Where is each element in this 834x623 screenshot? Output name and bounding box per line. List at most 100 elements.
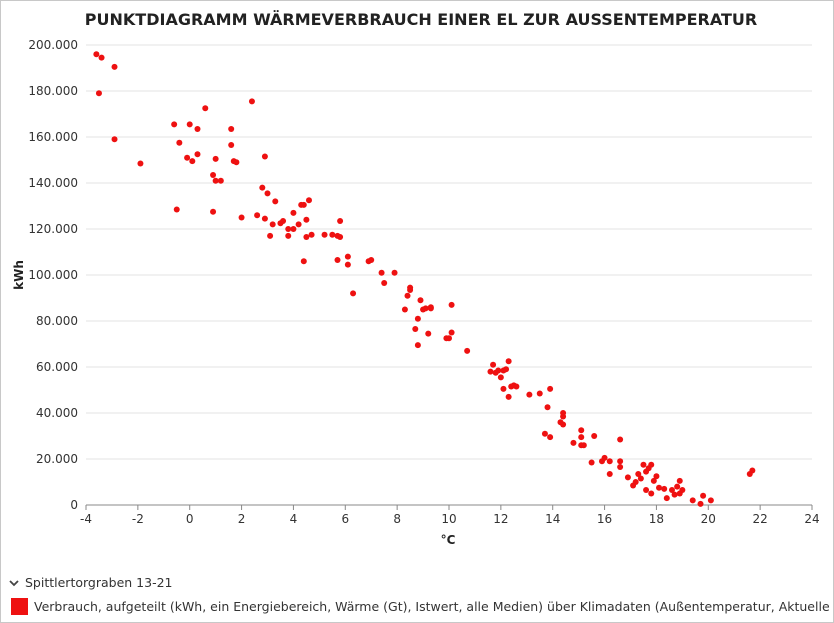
data-point[interactable] xyxy=(707,497,714,504)
data-point[interactable] xyxy=(228,125,235,132)
data-point[interactable] xyxy=(526,391,533,398)
data-point[interactable] xyxy=(591,433,598,439)
data-point[interactable] xyxy=(570,439,577,446)
data-point[interactable] xyxy=(417,297,424,304)
data-point[interactable] xyxy=(98,54,105,61)
data-point[interactable] xyxy=(210,208,217,215)
data-point[interactable] xyxy=(500,385,507,392)
data-point[interactable] xyxy=(194,151,201,158)
data-point[interactable] xyxy=(186,121,193,128)
data-point[interactable] xyxy=(176,139,183,146)
data-point[interactable] xyxy=(407,286,414,293)
data-point[interactable] xyxy=(228,142,235,149)
data-point[interactable] xyxy=(194,125,201,132)
data-point[interactable] xyxy=(617,464,624,471)
data-point[interactable] xyxy=(210,171,217,178)
data-point[interactable] xyxy=(300,258,307,265)
data-point[interactable] xyxy=(261,215,268,222)
data-point[interactable] xyxy=(290,209,297,216)
data-point[interactable] xyxy=(422,305,429,312)
data-point[interactable] xyxy=(267,232,274,239)
data-point[interactable] xyxy=(448,301,455,308)
data-point[interactable] xyxy=(285,226,292,232)
data-point[interactable] xyxy=(487,368,494,375)
data-point[interactable] xyxy=(578,434,585,441)
data-point[interactable] xyxy=(308,231,315,238)
data-point[interactable] xyxy=(624,474,631,481)
data-point[interactable] xyxy=(547,385,554,392)
data-point[interactable] xyxy=(661,485,668,492)
data-point[interactable] xyxy=(648,461,655,468)
data-point[interactable] xyxy=(497,374,504,381)
data-point[interactable] xyxy=(560,421,567,428)
data-point[interactable] xyxy=(344,253,351,260)
data-point[interactable] xyxy=(93,51,100,58)
data-point[interactable] xyxy=(674,483,681,490)
data-point[interactable] xyxy=(412,326,419,333)
data-point[interactable] xyxy=(321,231,328,238)
data-point[interactable] xyxy=(635,470,642,477)
data-point[interactable] xyxy=(679,487,686,494)
data-point[interactable] xyxy=(606,470,613,477)
data-point[interactable] xyxy=(606,458,613,465)
data-point[interactable] xyxy=(425,330,432,337)
data-point[interactable] xyxy=(401,306,408,313)
data-point[interactable] xyxy=(254,212,261,219)
data-point[interactable] xyxy=(261,153,268,160)
data-point[interactable] xyxy=(290,226,297,232)
data-point[interactable] xyxy=(505,393,512,400)
data-point[interactable] xyxy=(689,497,696,504)
data-point[interactable] xyxy=(700,492,707,499)
data-point[interactable] xyxy=(505,358,512,365)
data-point[interactable] xyxy=(490,361,497,368)
data-point[interactable] xyxy=(171,121,178,128)
data-point[interactable] xyxy=(503,366,510,373)
data-point[interactable] xyxy=(329,231,336,238)
data-point[interactable] xyxy=(648,490,655,497)
data-point[interactable] xyxy=(404,292,411,299)
data-point[interactable] xyxy=(544,404,551,411)
data-point[interactable] xyxy=(513,383,520,390)
data-point[interactable] xyxy=(202,105,209,112)
data-point[interactable] xyxy=(580,442,587,449)
data-point[interactable] xyxy=(464,347,471,354)
data-point[interactable] xyxy=(344,261,351,268)
data-point[interactable] xyxy=(588,459,595,466)
data-point[interactable] xyxy=(617,458,624,465)
data-point[interactable] xyxy=(300,201,307,208)
data-point[interactable] xyxy=(137,160,144,167)
data-point[interactable] xyxy=(269,221,276,228)
data-point[interactable] xyxy=(668,487,675,494)
data-point[interactable] xyxy=(111,136,118,143)
legend-series-item[interactable]: Verbrauch, aufgeteilt (kWh, ein Energieb… xyxy=(11,598,833,615)
data-point[interactable] xyxy=(189,158,196,165)
data-point[interactable] xyxy=(671,491,678,498)
data-point[interactable] xyxy=(749,467,756,474)
data-point[interactable] xyxy=(295,221,302,228)
data-point[interactable] xyxy=(578,427,585,434)
data-point[interactable] xyxy=(656,484,663,491)
data-point[interactable] xyxy=(248,98,255,105)
data-point[interactable] xyxy=(259,184,266,191)
data-point[interactable] xyxy=(632,479,639,485)
data-point[interactable] xyxy=(414,315,421,322)
data-point[interactable] xyxy=(272,198,279,205)
data-point[interactable] xyxy=(663,495,670,502)
data-point[interactable] xyxy=(233,159,240,166)
data-point[interactable] xyxy=(378,269,385,276)
data-point[interactable] xyxy=(111,63,118,70)
data-point[interactable] xyxy=(173,206,180,213)
data-point[interactable] xyxy=(495,367,502,374)
legend-group-toggle[interactable]: Spittlertorgraben 13-21 xyxy=(9,575,173,590)
data-point[interactable] xyxy=(650,477,657,484)
data-point[interactable] xyxy=(427,305,434,312)
data-point[interactable] xyxy=(264,190,271,197)
data-point[interactable] xyxy=(617,436,624,443)
data-point[interactable] xyxy=(334,257,341,264)
data-point[interactable] xyxy=(303,234,310,241)
data-point[interactable] xyxy=(285,232,292,239)
data-point[interactable] xyxy=(643,487,650,494)
data-point[interactable] xyxy=(212,177,219,184)
data-point[interactable] xyxy=(184,154,191,161)
data-point[interactable] xyxy=(305,197,312,204)
